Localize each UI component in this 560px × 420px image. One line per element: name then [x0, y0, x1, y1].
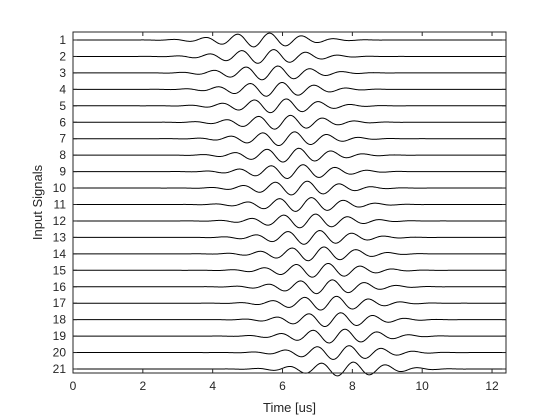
signal-trace-1 — [73, 32, 506, 48]
y-tick-label: 10 — [53, 181, 67, 195]
signal-trace-18 — [73, 312, 506, 328]
y-tick-label: 13 — [53, 230, 67, 244]
y-axis-label: Input Signals — [30, 164, 45, 240]
y-tick-label: 3 — [59, 66, 66, 80]
x-tick-labels: 0 2 4 6 8 10 12 — [70, 379, 499, 393]
signal-trace-13 — [73, 230, 506, 245]
y-tick-label: 9 — [59, 165, 66, 179]
signal-trace-16 — [73, 279, 506, 295]
y-tick-label: 15 — [53, 263, 67, 277]
signal-trace-19 — [73, 328, 506, 344]
y-tick-label: 21 — [53, 362, 67, 376]
y-tick-label: 7 — [59, 132, 66, 146]
signal-trace-20 — [73, 345, 506, 360]
y-tick-label: 18 — [53, 313, 67, 327]
signal-trace-2 — [73, 49, 506, 64]
signal-trace-14 — [73, 246, 506, 262]
signal-trace-11 — [73, 197, 506, 212]
signal-trace-3 — [73, 65, 506, 81]
x-tick-label: 6 — [279, 379, 286, 393]
x-axis-label: Time [us] — [263, 400, 316, 415]
signal-trace-17 — [73, 295, 506, 311]
signal-trace-10 — [73, 180, 506, 196]
x-tick-label: 0 — [70, 379, 77, 393]
plot-area — [73, 32, 506, 373]
x-tick-label: 2 — [139, 379, 146, 393]
y-tick-label: 11 — [54, 198, 67, 212]
y-tick-label: 14 — [53, 247, 67, 261]
y-tick-label: 20 — [53, 346, 67, 360]
signal-traces — [73, 32, 506, 377]
plot-frame — [72, 31, 507, 374]
signal-trace-5 — [73, 98, 506, 114]
y-tick-label: 6 — [59, 115, 66, 129]
y-tick-label: 1 — [59, 33, 66, 47]
y-tick-label: 17 — [53, 296, 67, 310]
x-tick-label: 8 — [349, 379, 356, 393]
signal-trace-4 — [73, 81, 506, 97]
x-tick-label: 12 — [485, 379, 499, 393]
x-tick-label: 10 — [416, 379, 430, 393]
y-tick-label: 2 — [59, 49, 66, 63]
y-tick-label: 12 — [53, 214, 67, 228]
signal-trace-8 — [73, 147, 506, 163]
signal-trace-15 — [73, 262, 506, 278]
signal-trace-12 — [73, 213, 506, 229]
signal-trace-7 — [73, 131, 506, 147]
signal-trace-9 — [73, 164, 506, 179]
y-tick-label: 8 — [59, 148, 66, 162]
y-tick-label: 5 — [59, 99, 66, 113]
y-tick-label: 19 — [53, 329, 67, 343]
signal-trace-21 — [73, 361, 506, 377]
y-tick-label: 4 — [59, 82, 66, 96]
x-tick-label: 4 — [209, 379, 216, 393]
y-tick-label: 16 — [53, 280, 67, 294]
signal-trace-6 — [73, 114, 506, 130]
